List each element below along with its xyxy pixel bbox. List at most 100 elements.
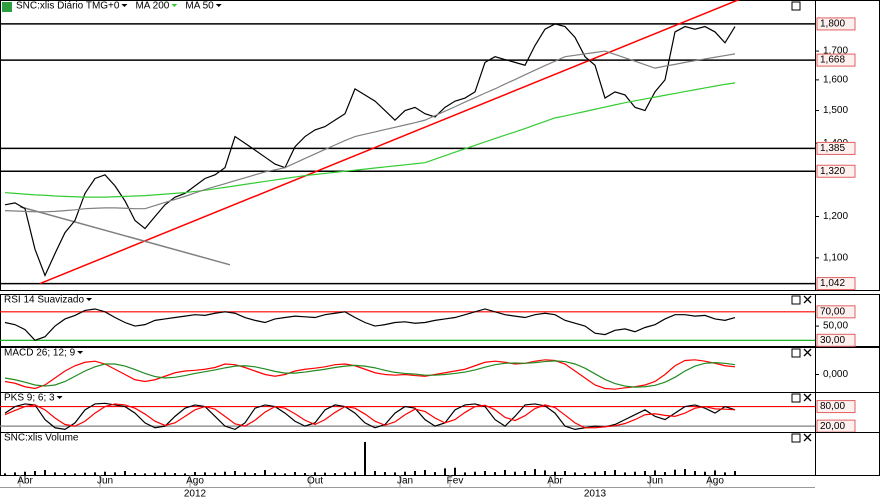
volume-bar	[294, 472, 296, 475]
volume-bar	[614, 470, 616, 475]
legend-entry: MA 200	[135, 1, 169, 12]
close-button[interactable]	[803, 433, 812, 442]
volume-bar	[284, 473, 286, 475]
volume-bar	[94, 472, 96, 475]
volume-bar	[464, 472, 466, 475]
volume-bar	[144, 473, 146, 475]
series-line	[4, 359, 736, 390]
volume-bar	[364, 442, 366, 475]
dropdown-arrow	[215, 4, 222, 7]
volume-bar	[564, 471, 566, 475]
volume-bar	[724, 472, 726, 475]
maximize-button[interactable]	[791, 393, 801, 403]
level-label: 1,385	[820, 143, 845, 154]
maximize-button[interactable]	[791, 433, 801, 443]
level-box	[816, 53, 856, 67]
plot-area	[4, 442, 736, 475]
y-tick-label: 1,600	[823, 75, 848, 86]
volume-bar	[104, 471, 106, 475]
volume-bar	[74, 473, 76, 475]
volume-bar	[574, 472, 576, 475]
volume-bar	[604, 471, 606, 475]
series-line	[4, 403, 736, 429]
y-tick-label: 0,000	[823, 369, 848, 380]
volume-bar	[334, 473, 336, 475]
level-label: 1,800	[820, 19, 845, 30]
x-tick-label: Jan	[397, 476, 413, 487]
x-tick-label: Abr	[17, 476, 33, 487]
volume-bar	[644, 471, 646, 475]
volume-bar	[374, 471, 376, 475]
volume-bar	[444, 468, 446, 475]
volume-bar	[514, 471, 516, 475]
volume-bar	[714, 470, 716, 475]
volume-bar	[504, 470, 506, 475]
trendline	[39, 0, 741, 285]
year-label: 2013	[584, 489, 607, 500]
maximize-button[interactable]	[791, 295, 801, 305]
volume-bar	[204, 472, 206, 475]
volume-bar	[524, 471, 526, 475]
level-label: 20,00	[820, 421, 845, 432]
x-tick-label: Fev	[447, 476, 464, 487]
volume-bar	[494, 472, 496, 475]
volume-bar	[404, 471, 406, 475]
volume-bar	[314, 472, 316, 475]
x-tick-label: Out	[307, 476, 323, 487]
volume-bar	[4, 473, 6, 475]
volume-bar	[124, 471, 126, 475]
volume-bar	[454, 467, 456, 475]
dropdown-arrow	[77, 351, 84, 354]
level-box	[816, 333, 856, 347]
close-button[interactable]	[803, 393, 812, 402]
volume-bar	[484, 471, 486, 475]
close-button[interactable]	[803, 348, 812, 357]
panel-title: SNC:xlis Volume	[4, 433, 79, 444]
volume-bar	[384, 472, 386, 475]
dropdown-arrow	[121, 4, 128, 7]
panel-title: SNC:xlis Diário TMG+0	[16, 1, 120, 12]
volume-bar	[274, 472, 276, 475]
series-line	[4, 308, 736, 342]
volume-bar	[324, 472, 326, 475]
level-box	[816, 277, 856, 291]
volume-bar	[244, 472, 246, 475]
volume-bar	[134, 473, 136, 475]
x-tick-label: Ago	[706, 476, 724, 487]
x-tick-label: Ago	[186, 476, 204, 487]
volume-bar	[254, 473, 256, 475]
volume-bar	[624, 472, 626, 475]
volume-bar	[594, 471, 596, 475]
volume-bar	[584, 473, 586, 475]
volume-bar	[24, 471, 26, 475]
maximize-button[interactable]	[791, 1, 801, 11]
x-tick-label: Jun	[647, 476, 663, 487]
volume-bar	[114, 472, 116, 475]
plot-area	[4, 359, 736, 390]
level-label: 30,00	[820, 335, 845, 346]
series-line	[4, 360, 736, 388]
y-tick-label: 1,200	[823, 211, 848, 222]
volume-bar	[224, 471, 226, 475]
series-line	[4, 402, 736, 431]
volume-bar	[554, 471, 556, 475]
level-label: 1,668	[820, 55, 845, 66]
legend-entry: MA 50	[185, 1, 214, 12]
volume-bar	[214, 472, 216, 475]
volume-bar	[734, 471, 736, 475]
volume-bar	[434, 472, 436, 475]
maximize-button[interactable]	[791, 348, 801, 358]
volume-bar	[354, 471, 356, 475]
close-button[interactable]	[803, 295, 812, 304]
volume-bar	[664, 472, 666, 475]
volume-bar	[184, 473, 186, 475]
plot-area	[0, 308, 815, 342]
panel-title: RSI 14 Suavizado	[4, 295, 84, 306]
level-box	[816, 164, 856, 178]
level-box	[816, 305, 856, 319]
y-tick-label: 1,700	[823, 46, 848, 57]
volume-bar	[654, 470, 656, 475]
volume-bar	[304, 473, 306, 475]
instrument-icon	[2, 2, 12, 12]
